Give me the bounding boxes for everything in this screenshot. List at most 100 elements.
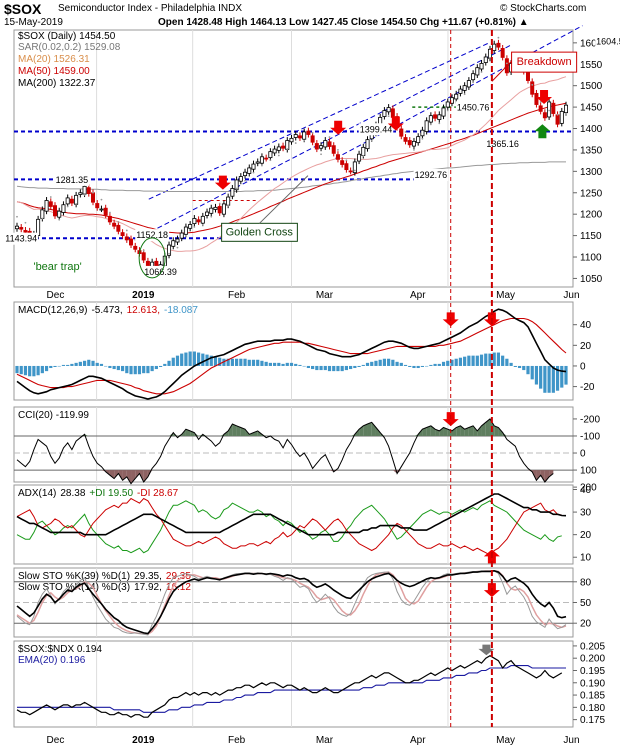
candle-body [69,198,74,204]
rs-arrow-down [478,644,495,656]
macd-histogram-bar [19,365,23,375]
cci-fill-neg [540,470,545,482]
macd-histogram-bar [218,357,222,366]
macd-histogram-bar [74,362,78,366]
macd-histogram-bar [437,363,441,366]
cci-axis-label: -200 [580,414,600,425]
candle-body [205,211,210,216]
macd-histogram-bar [150,365,154,372]
macd-title-part: 12.613, [127,305,160,316]
cci-fill-pos [485,418,490,436]
sar-dot [75,203,78,205]
price-axis-label: 1050 [580,274,603,285]
macd-histogram-bar [306,365,310,369]
macd-histogram-bar [374,360,378,366]
sar-dot [83,194,86,196]
cci-fill-pos [498,427,503,436]
sto-axis-label: 50 [580,598,592,609]
price-axis-label: 1500 [580,81,603,92]
candle-body [179,232,184,239]
price-axis-label: 1200 [580,210,603,221]
rs-legend-ema-part: EMA(20) 0.196 [18,655,86,666]
candle-body [78,192,83,195]
bottom-x-label: Mar [316,735,334,746]
sar-dot [303,139,306,142]
candle-body [331,145,336,154]
macd-histogram-bar [395,361,399,366]
macd-histogram-bar [180,353,184,366]
macd-histogram-bar [517,365,522,369]
macd-histogram-bar [256,359,260,366]
candle-body [411,140,416,147]
price-annotation-label: 1399.44 [360,124,393,134]
macd-histogram-bar [370,361,374,366]
sar-dot [269,159,272,162]
bottom-x-label: Feb [228,735,246,746]
adx-line [16,493,567,536]
candle-body [188,224,193,229]
price-annotation-bg [143,265,178,278]
cci-fill-neg [126,470,132,484]
cci-fill-pos [422,427,427,436]
candle-body [200,215,205,224]
macd-histogram-bar [82,360,87,366]
macd-signal-line [16,317,567,395]
macd-histogram-bar [501,355,505,366]
sto-k39-line [16,569,567,635]
macd-histogram-bar [167,360,171,366]
candle-body [433,114,438,119]
candle-body [348,170,353,173]
candle-body [230,188,235,197]
macd-histogram-bar [188,351,192,366]
macd-histogram-bar [496,352,501,366]
candle-body [496,42,501,48]
candle-body [285,140,290,150]
macd-histogram-bar [120,365,125,372]
adx-axis-label: 30 [580,508,592,519]
sar-dot [176,246,179,249]
macd-histogram-bar [289,362,294,366]
price-annotation-label: 1450.76 [457,102,490,112]
bottom-x-label: Jun [563,735,579,746]
macd-histogram-bar [230,358,234,366]
macd-histogram-bar [530,365,534,380]
macd-histogram-bar [251,359,256,366]
price-annotation-bg [54,173,90,186]
candle-body [213,206,218,210]
candle-body [53,205,58,217]
price-x-label: Jun [563,290,579,301]
macd-histogram-bar [555,365,560,391]
minus-di-line [16,497,562,556]
candle-body [361,146,366,156]
macd-histogram-bar [399,362,403,366]
price-annotation-label: 1066.39 [144,267,177,277]
sto-legend-14-part: 17.92, [134,582,162,593]
candle-body [390,108,395,118]
macd-histogram-bar [91,360,95,366]
price-x-label: Apr [410,290,426,301]
candle-body [559,110,564,124]
candle-body [492,43,497,51]
cci-fill-pos [464,427,469,436]
candle-body [167,244,172,256]
macd-histogram-bar [226,358,230,366]
cci-fill-neg [131,470,136,484]
sar-dot [353,169,356,172]
macd-histogram-bar [425,365,429,367]
rs-ema-line [17,665,566,713]
macd-histogram-bar [344,365,348,371]
price-axis-label: 1550 [580,60,603,71]
sar-dot [210,215,213,218]
cci-axis-label: 100 [580,466,597,477]
candle-body [340,160,345,165]
price-axis-label: 1300 [580,167,603,178]
sar-dot [193,226,196,228]
sar-dot [261,164,263,167]
candle-body [82,185,87,195]
price-annotation-label: 1365.16 [486,139,519,149]
candle-body [314,143,319,150]
sar-dot [345,159,348,162]
rs-axis-label: 0.180 [580,703,605,714]
candle-body [382,110,387,117]
